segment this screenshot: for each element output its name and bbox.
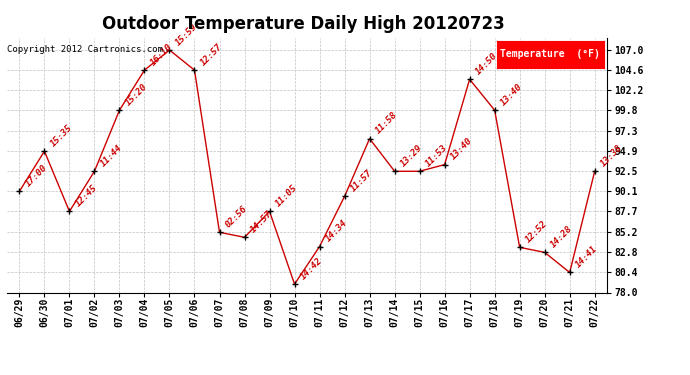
- Text: 13:40: 13:40: [499, 82, 524, 108]
- Text: 14:28: 14:28: [549, 224, 574, 250]
- Text: 11:05: 11:05: [274, 183, 299, 209]
- Text: 02:56: 02:56: [224, 204, 249, 230]
- Text: 12:57: 12:57: [199, 42, 224, 68]
- Text: 12:45: 12:45: [74, 183, 99, 209]
- Text: 13:29: 13:29: [399, 143, 424, 168]
- Text: 17:00: 17:00: [23, 163, 49, 189]
- Text: 11:53: 11:53: [424, 143, 449, 168]
- Text: 14:34: 14:34: [324, 218, 349, 244]
- Text: 15:20: 15:20: [124, 82, 149, 108]
- Text: 13:40: 13:40: [448, 136, 474, 162]
- Text: 16:10: 16:10: [148, 42, 174, 68]
- Text: 11:57: 11:57: [348, 168, 374, 194]
- Text: 11:44: 11:44: [99, 143, 124, 168]
- Text: 14:57: 14:57: [248, 209, 274, 234]
- Text: 11:58: 11:58: [374, 111, 399, 136]
- Text: Temperature  (°F): Temperature (°F): [500, 50, 600, 59]
- Text: 13:38: 13:38: [599, 143, 624, 168]
- Text: 14:41: 14:41: [574, 244, 599, 270]
- Text: 15:59: 15:59: [174, 22, 199, 47]
- Text: 14:42: 14:42: [299, 256, 324, 281]
- Text: 15:35: 15:35: [48, 123, 74, 148]
- Text: 14:50: 14:50: [474, 51, 499, 76]
- Text: 12:52: 12:52: [524, 219, 549, 245]
- Text: Copyright 2012 Cartronics.com: Copyright 2012 Cartronics.com: [7, 45, 163, 54]
- Text: Outdoor Temperature Daily High 20120723: Outdoor Temperature Daily High 20120723: [102, 15, 505, 33]
